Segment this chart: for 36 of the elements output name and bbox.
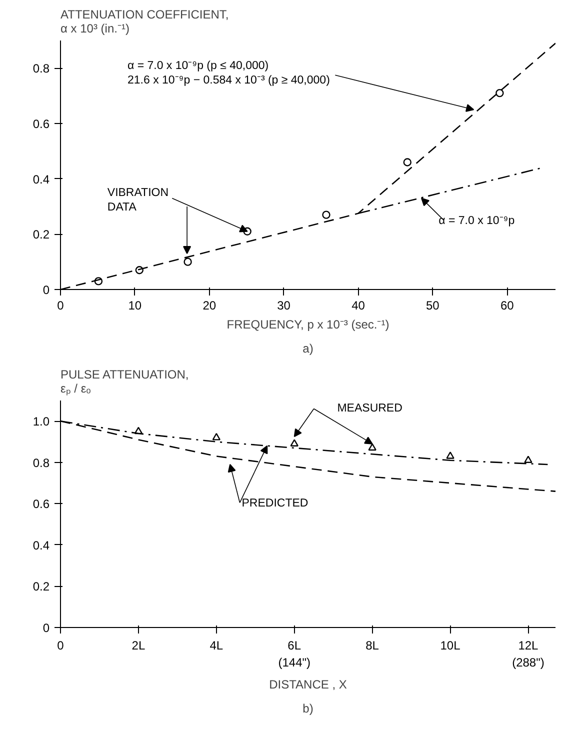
x-tick-label: 40	[352, 298, 366, 312]
x-axis-title: FREQUENCY, p x 10⁻³ (sec.⁻¹)	[226, 318, 390, 332]
x-tick-label: 6L (144")	[278, 638, 311, 670]
x-tick-label: 0	[57, 638, 64, 652]
y-axis-title: ATTENUATION COEFFICIENT, α x 10³ (in.⁻¹)	[60, 8, 229, 36]
x-tick-label: 50	[426, 298, 440, 312]
x-tick-label: 4L	[210, 638, 224, 652]
y-tick-label: 0.6	[32, 117, 50, 131]
x-tick-label: 0	[57, 298, 64, 312]
annotation: MEASURED	[337, 402, 402, 415]
x-tick-label: 10	[128, 298, 142, 312]
y-tick-label: 0.2	[32, 580, 50, 594]
x-axis-title: DISTANCE , X	[269, 677, 347, 692]
y-tick-label: 1.0	[32, 414, 50, 429]
x-tick-label: 60	[500, 298, 514, 312]
y-axis-title: PULSE ATTENUATION, εₚ / εₒ	[60, 368, 189, 396]
y-tick-label: 0.6	[32, 497, 50, 512]
text: b)	[302, 702, 314, 716]
y-tick-label: 0.8	[32, 456, 50, 470]
y-tick-label: 0	[42, 621, 50, 635]
annotation: α = 7.0 x 10⁻⁹p	[438, 214, 515, 227]
x-tick-label: 20	[202, 298, 216, 312]
y-tick-label: 0.4	[32, 538, 50, 552]
x-tick-label: 12L (288")	[512, 638, 544, 670]
annotation: PREDICTED	[242, 497, 308, 510]
y-tick-label: 0.4	[32, 172, 50, 186]
y-tick-label: 0.2	[32, 228, 50, 242]
x-tick-label: 10L	[440, 638, 461, 652]
annotation: VIBRATION DATA	[107, 187, 169, 214]
y-tick-label: 0.8	[32, 62, 50, 76]
x-tick-label: 30	[277, 298, 291, 312]
x-tick-label: 2L	[132, 638, 146, 652]
x-tick-label: 8L	[366, 638, 380, 652]
text: a)	[302, 342, 314, 356]
y-tick-label: 0	[42, 283, 50, 297]
annotation: α = 7.0 x 10⁻⁹p (p ≤ 40,000) 21.6 x 10⁻⁹p − 0.584 x 10⁻³ (p ≥ 40,000)	[127, 60, 330, 86]
